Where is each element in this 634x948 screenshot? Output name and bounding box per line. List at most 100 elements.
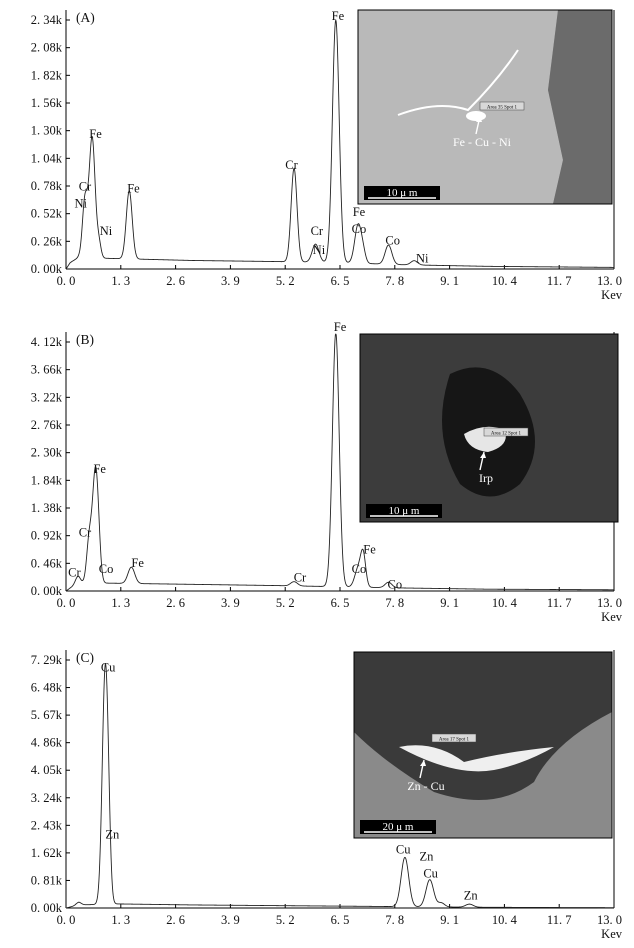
x-unit-label: Kev: [601, 288, 623, 302]
y-tick-label: 1. 62k: [31, 846, 63, 860]
y-tick-label: 1. 56k: [31, 96, 63, 110]
peak-label: Co: [352, 222, 367, 236]
peak-label: Cr: [79, 526, 92, 540]
y-tick-label: 0. 26k: [31, 234, 63, 248]
x-tick-label: 5. 2: [276, 274, 295, 288]
y-tick-label: 3. 22k: [31, 390, 63, 404]
y-tick-label: 4. 05k: [31, 763, 63, 777]
peak-label: Co: [388, 578, 403, 592]
x-tick-label: 13. 0: [597, 913, 622, 927]
x-tick-label: 2. 6: [166, 596, 185, 610]
peak-label: Ni: [313, 243, 326, 257]
analysis-spot: [466, 111, 486, 121]
x-tick-label: 0. 0: [57, 913, 76, 927]
inset-caption: Fe - Cu - Ni: [453, 135, 512, 149]
chart-panel-a: 0. 00k 0. 26k 0. 52k 0. 78k 1. 04k 1. 30k 1. 5…: [31, 9, 623, 302]
arrow-head: [476, 116, 482, 122]
micrograph-region: [354, 652, 612, 800]
y-tick-label: 0. 00k: [31, 584, 63, 598]
y-tick-label: 1. 30k: [31, 124, 63, 138]
y-tick-label: 0. 52k: [31, 207, 63, 221]
y-tick-label: 0. 92k: [31, 529, 63, 543]
scale-bar-box: [366, 504, 442, 518]
x-tick-label: 1. 3: [111, 596, 130, 610]
peak-label: Cu: [101, 661, 116, 675]
x-tick-label: 6. 5: [331, 274, 350, 288]
peak-label: Co: [99, 562, 114, 576]
arrow-head: [480, 452, 486, 458]
peak-label: Co: [385, 234, 400, 248]
scale-bar-label: 10 μ m: [389, 505, 420, 517]
inset-border: [359, 333, 619, 523]
peak-label: Fe: [332, 9, 345, 23]
micrograph-region: [548, 10, 612, 204]
y-tick-label: 2. 43k: [31, 818, 63, 832]
panel-label: (C): [76, 650, 94, 665]
x-tick-label: 5. 2: [276, 913, 295, 927]
x-tick-label: 6. 5: [331, 596, 350, 610]
y-tick-label: 4. 12k: [31, 335, 63, 349]
y-tick-label: 0. 46k: [31, 556, 63, 570]
peak-label: Cr: [79, 179, 92, 193]
y-tick-label: 3. 24k: [31, 791, 63, 805]
x-tick-label: 1. 3: [111, 274, 130, 288]
x-tick-label: 11. 7: [547, 274, 572, 288]
spot-tag: Area 17 Spot 1: [439, 738, 470, 743]
y-tick-label: 2. 76k: [31, 418, 63, 432]
peak-label: Fe: [89, 127, 102, 141]
x-tick-label: 13. 0: [597, 596, 622, 610]
x-tick-label: 10. 4: [492, 913, 518, 927]
spot-tag-box: [483, 427, 529, 437]
x-tick-label: 10. 4: [492, 596, 518, 610]
y-tick-label: 6. 48k: [31, 681, 63, 695]
y-tick-label: 1. 38k: [31, 501, 63, 515]
peak-label: Zn: [464, 888, 479, 902]
y-tick-label: 1. 82k: [31, 68, 63, 82]
y-tick-label: 1. 84k: [31, 473, 63, 487]
spectrum-line: [65, 663, 615, 909]
spot-tag: Area 35 Spot 1: [487, 106, 518, 111]
panel-label: (A): [76, 10, 95, 25]
spot-tag: Area 12 Spot 1: [491, 432, 522, 437]
micrograph-crack: [397, 49, 519, 116]
y-tick-label: 0. 81k: [31, 873, 63, 887]
x-unit-label: Kev: [601, 610, 623, 624]
sem-micrograph-inset: Area 35 Spot 1 Fe - Cu - Ni 10 μ m: [357, 9, 613, 205]
peak-label: Ni: [416, 252, 429, 266]
x-tick-label: 7. 8: [385, 596, 404, 610]
peak-label: Ni: [100, 224, 113, 238]
x-tick-label: 9. 1: [440, 274, 459, 288]
x-tick-label: 7. 8: [385, 913, 404, 927]
y-tick-label: 5. 67k: [31, 708, 63, 722]
inset-caption: Irp: [479, 471, 493, 485]
peak-label: Zn: [105, 827, 120, 841]
peak-label: Zn: [419, 849, 434, 863]
x-tick-label: 11. 7: [547, 913, 572, 927]
inset-border: [357, 9, 613, 205]
peak-label: Fe: [334, 320, 347, 334]
y-tick-label: 1. 04k: [31, 151, 63, 165]
arrow-head: [420, 760, 426, 766]
y-tick-label: 0. 78k: [31, 179, 63, 193]
x-tick-label: 6. 5: [331, 913, 350, 927]
y-tick-label: 4. 86k: [31, 736, 63, 750]
peak-label: Fe: [363, 543, 376, 557]
scale-bar-label: 10 μ m: [387, 187, 418, 199]
x-tick-label: 5. 2: [276, 596, 295, 610]
y-tick-label: 0. 00k: [31, 262, 63, 276]
x-tick-label: 9. 1: [440, 913, 459, 927]
bright-grain: [399, 745, 554, 772]
x-unit-label: Kev: [601, 927, 623, 941]
x-tick-label: 0. 0: [57, 596, 76, 610]
chart-panel-b: 0. 00k 0. 46k 0. 92k 1. 38k 1. 84k 2. 30k 2. 7…: [31, 320, 623, 624]
scale-bar-box: [360, 820, 436, 834]
x-tick-label: 10. 4: [492, 274, 518, 288]
y-tick-label: 7. 29k: [31, 653, 63, 667]
sem-micrograph-inset: Area 12 Spot 1 Irp 10 μ m: [359, 333, 619, 523]
y-tick-label: 2. 34k: [31, 13, 63, 27]
x-tick-label: 9. 1: [440, 596, 459, 610]
peak-label: Cr: [285, 158, 298, 172]
peak-label: Co: [352, 562, 367, 576]
spot-tag-box: [431, 733, 477, 743]
